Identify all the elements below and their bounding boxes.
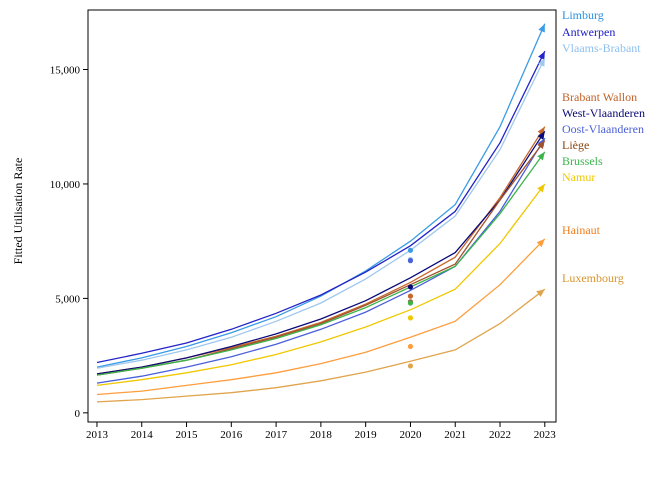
- series-arrowhead-west-vlaanderen: [537, 131, 545, 140]
- legend-label-oost-vlaanderen: Oost-Vlaanderen: [562, 122, 644, 136]
- series-line-antwerpen: [96, 50, 546, 364]
- observed-point-hainaut: [407, 343, 414, 350]
- legend: Limburg Antwerpen Vlaams-Brabant Brabant Wa…: [562, 8, 645, 285]
- x-tick-label: 2021: [444, 429, 466, 441]
- legend-label-limburg: Limburg: [562, 8, 604, 22]
- y-tick-label: 15,000: [50, 65, 81, 77]
- legend-label-west-vlaanderen: West-Vlaanderen: [562, 106, 645, 120]
- series-arrowhead-hainaut: [536, 238, 545, 248]
- series-line-namur: [96, 183, 546, 387]
- series-line-hainaut: [96, 238, 546, 396]
- observed-point-west-vlaanderen: [407, 284, 414, 290]
- legend-label-hainaut: Hainaut: [562, 223, 601, 237]
- legend-label-luxembourg: Luxembourg: [562, 271, 624, 285]
- x-tick-label: 2018: [310, 429, 333, 441]
- series-line-west-vlaanderen: [96, 130, 546, 375]
- x-axis: 2013 2014 2015 2016 2017 2018 2019 2020 2021 2022…: [86, 422, 556, 441]
- x-tick-label: 2016: [220, 429, 243, 441]
- x-tick-label: 2015: [176, 429, 199, 441]
- x-tick-label: 2022: [489, 429, 511, 441]
- observed-point-oost-vlaanderen: [407, 258, 414, 264]
- x-tick-label: 2019: [355, 429, 378, 441]
- observed-point-namur: [407, 315, 414, 321]
- y-axis: 0 5,000 10,000 15,000: [50, 65, 88, 420]
- series-arrowhead-luxembourg: [536, 289, 545, 297]
- x-tick-label: 2023: [534, 429, 557, 441]
- series-arrowhead-brussels: [537, 151, 545, 161]
- y-axis-title: Fitted Utilisation Rate: [11, 158, 25, 265]
- x-tick-label: 2014: [131, 429, 154, 441]
- series-line-limburg: [96, 23, 546, 368]
- series-line-brussels: [96, 151, 546, 376]
- observed-points: [407, 247, 414, 369]
- legend-label-vlaams-brabant: Vlaams-Brabant: [562, 41, 641, 55]
- x-tick-label: 2017: [265, 429, 288, 441]
- observed-point-luxembourg: [407, 363, 414, 369]
- observed-point-limburg: [407, 247, 414, 253]
- observed-point-brussels: [407, 300, 414, 306]
- y-tick-label: 0: [75, 408, 81, 420]
- x-tick-label: 2020: [399, 429, 422, 441]
- legend-label-antwerpen: Antwerpen: [562, 25, 615, 39]
- series-arrowhead-liege: [537, 140, 545, 149]
- legend-label-liege: Liège: [562, 138, 589, 152]
- legend-label-brussels: Brussels: [562, 154, 603, 168]
- series-arrowhead-antwerpen: [538, 51, 545, 60]
- observed-point-brabant-wallon: [407, 293, 414, 299]
- y-tick-label: 10,000: [50, 179, 81, 191]
- series-arrowhead-vlaams-brabant: [538, 58, 545, 67]
- plot-frame: [87, 9, 557, 423]
- series-lines: [96, 23, 546, 403]
- series-line-luxembourg: [96, 288, 546, 403]
- x-tick-label: 2013: [86, 429, 109, 441]
- legend-label-brabant-wallon: Brabant Wallon: [562, 90, 637, 104]
- y-tick-label: 5,000: [55, 293, 80, 305]
- series-arrowhead-limburg: [538, 23, 545, 33]
- series-arrowhead-namur: [537, 184, 545, 193]
- legend-label-namur: Namur: [562, 170, 595, 184]
- series-line-vlaams-brabant: [96, 57, 546, 369]
